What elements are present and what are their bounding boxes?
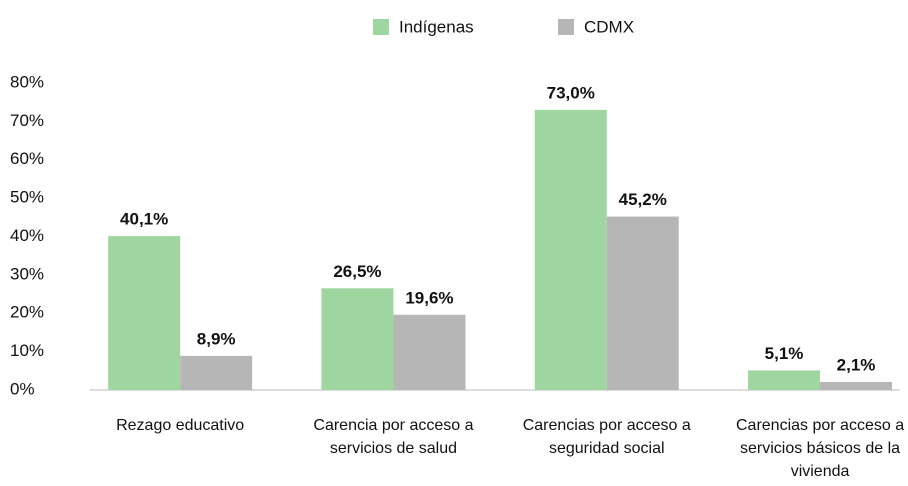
data-label: 45,2%: [619, 190, 667, 209]
x-tick-label: Rezago educativo: [116, 417, 245, 434]
data-label: 40,1%: [120, 210, 168, 229]
y-tick-label: 40%: [10, 226, 44, 245]
bar: [606, 216, 679, 390]
data-label: 19,6%: [405, 288, 453, 307]
y-tick-label: 0%: [10, 379, 35, 398]
bar: [108, 236, 181, 390]
y-tick-label: 60%: [10, 149, 44, 168]
x-tick-label: Carencias por acceso a seguridad social: [522, 417, 691, 457]
bar: [393, 314, 466, 390]
bar: [321, 288, 394, 390]
data-label: 26,5%: [333, 262, 381, 281]
y-tick-label: 50%: [10, 188, 44, 207]
data-label: 73,0%: [547, 83, 595, 102]
y-tick-label: 70%: [10, 111, 44, 130]
y-tick-label: 10%: [10, 341, 44, 360]
y-tick-label: 20%: [10, 303, 44, 322]
legend-swatch: [373, 19, 389, 35]
legend-label: Indígenas: [399, 17, 474, 36]
y-tick-label: 30%: [10, 264, 44, 283]
bar: [534, 109, 607, 391]
legend-label: CDMX: [584, 17, 634, 36]
bar: [820, 381, 893, 390]
x-tick-label: Carencias por acceso a servicios básicos…: [736, 417, 905, 480]
data-label: 2,1%: [837, 355, 876, 374]
data-label: 8,9%: [197, 329, 236, 348]
bar: [180, 355, 253, 390]
bar: [748, 370, 821, 390]
data-label: 5,1%: [765, 344, 804, 363]
legend-swatch: [558, 19, 574, 35]
y-tick-label: 80%: [10, 72, 44, 91]
x-tick-label: Carencia por acceso a servicios de salud: [313, 417, 474, 457]
